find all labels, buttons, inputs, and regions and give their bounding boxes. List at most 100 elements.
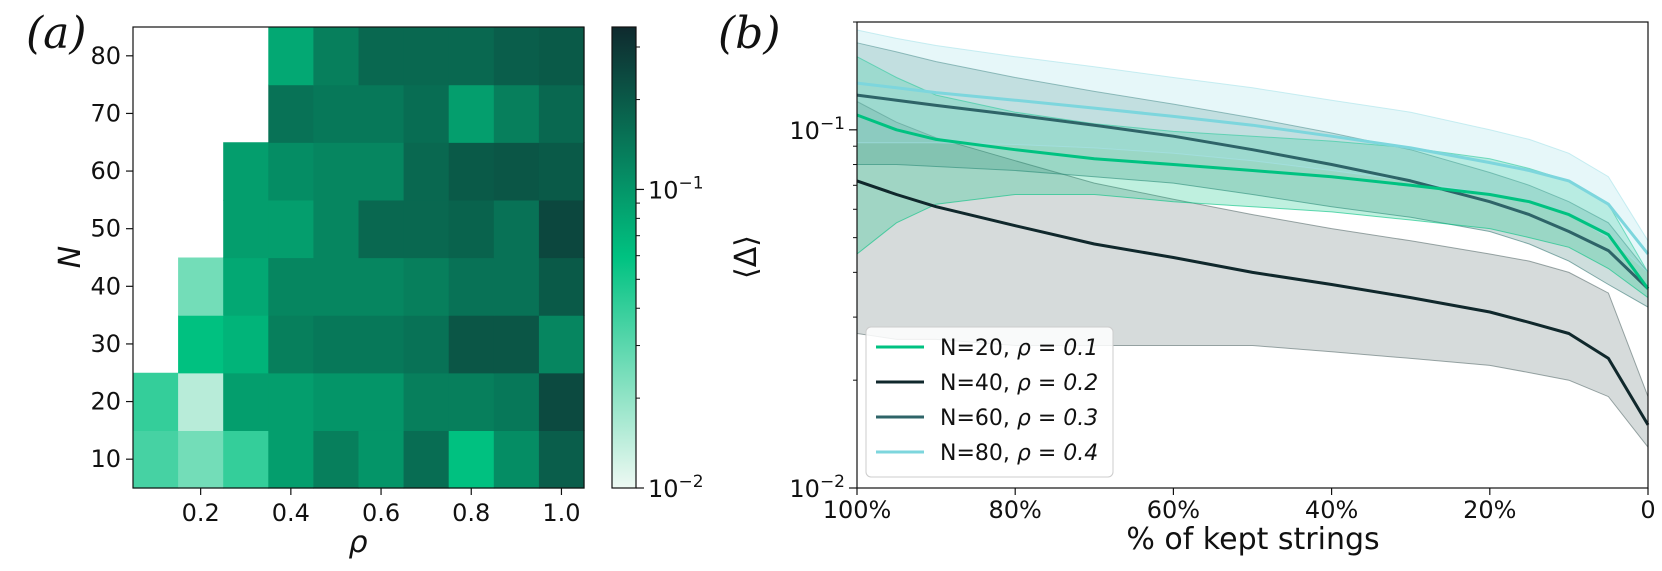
heatmap-cell <box>313 257 360 316</box>
heatmap-cell <box>403 430 450 489</box>
heatmap-y-tick-label: 40 <box>90 272 121 300</box>
heatmap-cell <box>493 27 540 86</box>
heatmap-cell <box>403 27 450 86</box>
heatmap-cell <box>223 315 269 374</box>
line-x-tick-label: 40% <box>1305 496 1358 524</box>
legend-box <box>865 326 1114 478</box>
heatmap-y-ticks: 10 20 30 40 50 60 70 80 <box>90 42 133 473</box>
heatmap-cell <box>313 430 360 489</box>
panel-label-b: (b) <box>718 8 781 59</box>
series-line <box>856 81 1650 255</box>
heatmap-x-tick-label: 0.8 <box>452 499 490 527</box>
heatmap-cell <box>448 315 495 374</box>
line-x-tick-label: 20% <box>1463 496 1516 524</box>
heatmap-cell <box>538 315 585 374</box>
heatmap-cell <box>403 372 450 431</box>
line-x-tick-label: 100% <box>823 496 892 524</box>
heatmap-cell <box>403 257 450 316</box>
heatmap-cell <box>448 27 495 86</box>
heatmap-cell <box>538 84 585 143</box>
heatmap-cell <box>133 430 179 489</box>
heatmap-cell <box>268 372 314 431</box>
heatmap-cell <box>313 84 360 143</box>
heatmap-cell <box>268 142 314 201</box>
legend-label: N=80, ρ = 0.4 <box>940 441 1098 466</box>
colorbar <box>611 26 637 489</box>
heatmap-cell <box>493 199 540 259</box>
line-x-tick-label: 80% <box>989 496 1042 524</box>
heatmap-panel: (a) 0.2 0.4 0.6 0.8 1.0 10 20 30 40 50 60 70 80 ρ N… <box>26 8 704 560</box>
heatmap-x-tick-label: 1.0 <box>542 499 580 527</box>
heatmap-cell <box>538 430 585 489</box>
legend-label: N=20, ρ = 0.1 <box>940 336 1098 361</box>
line-y-label: ⟨Δ⟩ <box>729 235 764 279</box>
colorbar-ticks: 10−2 10−1 <box>636 46 704 503</box>
line-panel: (b) 100% 80% 60% 40% 20% 0 10−2 10−1 % of kept… <box>718 8 1656 557</box>
heatmap-cell <box>448 199 495 259</box>
heatmap-cell <box>403 315 450 374</box>
heatmap-cell <box>493 430 540 489</box>
heatmap-cell <box>358 315 405 374</box>
legend: N=20, ρ = 0.1 N=40, ρ = 0.2 N=60, ρ = 0.3 N… <box>865 326 1114 478</box>
heatmap-cell <box>538 372 585 431</box>
heatmap-cell <box>313 372 360 431</box>
heatmap-cell <box>538 27 585 86</box>
line-y-tick-label: 10−1 <box>789 114 845 145</box>
heatmap-cell <box>313 199 360 259</box>
line-y-ticks: 10−2 10−1 <box>789 21 857 503</box>
heatmap-cell <box>448 372 495 431</box>
heatmap-cell <box>538 142 585 201</box>
heatmap-y-tick-label: 60 <box>90 157 121 185</box>
heatmap-cell <box>223 199 269 259</box>
heatmap-cell <box>178 372 224 431</box>
heatmap-cell <box>448 430 495 489</box>
heatmap-cell <box>358 84 405 143</box>
heatmap-cell <box>358 257 405 316</box>
heatmap-cell <box>313 315 360 374</box>
heatmap-y-tick-label: 50 <box>90 215 121 243</box>
heatmap-cell <box>358 372 405 431</box>
heatmap-x-tick-label: 0.6 <box>362 499 400 527</box>
heatmap-y-tick-label: 10 <box>90 445 121 473</box>
heatmap-cell <box>313 142 360 201</box>
line-y-tick-label: 10−2 <box>789 472 845 503</box>
heatmap-y-tick-label: 70 <box>90 99 121 127</box>
heatmap-cell <box>223 372 269 431</box>
heatmap-cell <box>493 257 540 316</box>
heatmap-cell <box>448 84 495 143</box>
colorbar-tick-label: 10−1 <box>648 173 704 204</box>
heatmap-x-ticks: 0.2 0.4 0.6 0.8 1.0 <box>182 488 581 527</box>
heatmap-cell <box>313 27 360 86</box>
heatmap-cell <box>178 257 224 316</box>
heatmap-y-label: N <box>53 246 88 268</box>
line-plot-frame <box>856 21 1649 489</box>
heatmap-cell <box>268 199 314 259</box>
heatmap-cell <box>223 257 269 316</box>
heatmap-cell <box>223 430 269 489</box>
heatmap-cell <box>448 142 495 201</box>
heatmap-cell <box>403 199 450 259</box>
line-x-tick-label: 0 <box>1640 496 1655 524</box>
heatmap-frame <box>132 26 585 489</box>
heatmap-cell <box>133 372 179 431</box>
heatmap-cell <box>358 430 405 489</box>
line-x-ticks: 100% 80% 60% 40% 20% 0 <box>823 488 1656 524</box>
heatmap-x-label: ρ <box>348 525 367 560</box>
heatmap-cell <box>493 142 540 201</box>
heatmap-cell <box>538 257 585 316</box>
heatmap-cell <box>538 199 585 259</box>
heatmap-cells <box>133 27 585 489</box>
heatmap-cell <box>493 372 540 431</box>
heatmap-cell <box>268 257 314 316</box>
heatmap-x-tick-label: 0.2 <box>182 499 220 527</box>
heatmap-cell <box>358 27 405 86</box>
heatmap-cell <box>448 257 495 316</box>
heatmap-cell <box>403 84 450 143</box>
heatmap-y-tick-label: 20 <box>90 388 121 416</box>
heatmap-cell <box>403 142 450 201</box>
heatmap-cell <box>268 27 314 86</box>
heatmap-y-tick-label: 80 <box>90 42 121 70</box>
heatmap-cell <box>178 315 224 374</box>
heatmap-cell <box>178 430 224 489</box>
